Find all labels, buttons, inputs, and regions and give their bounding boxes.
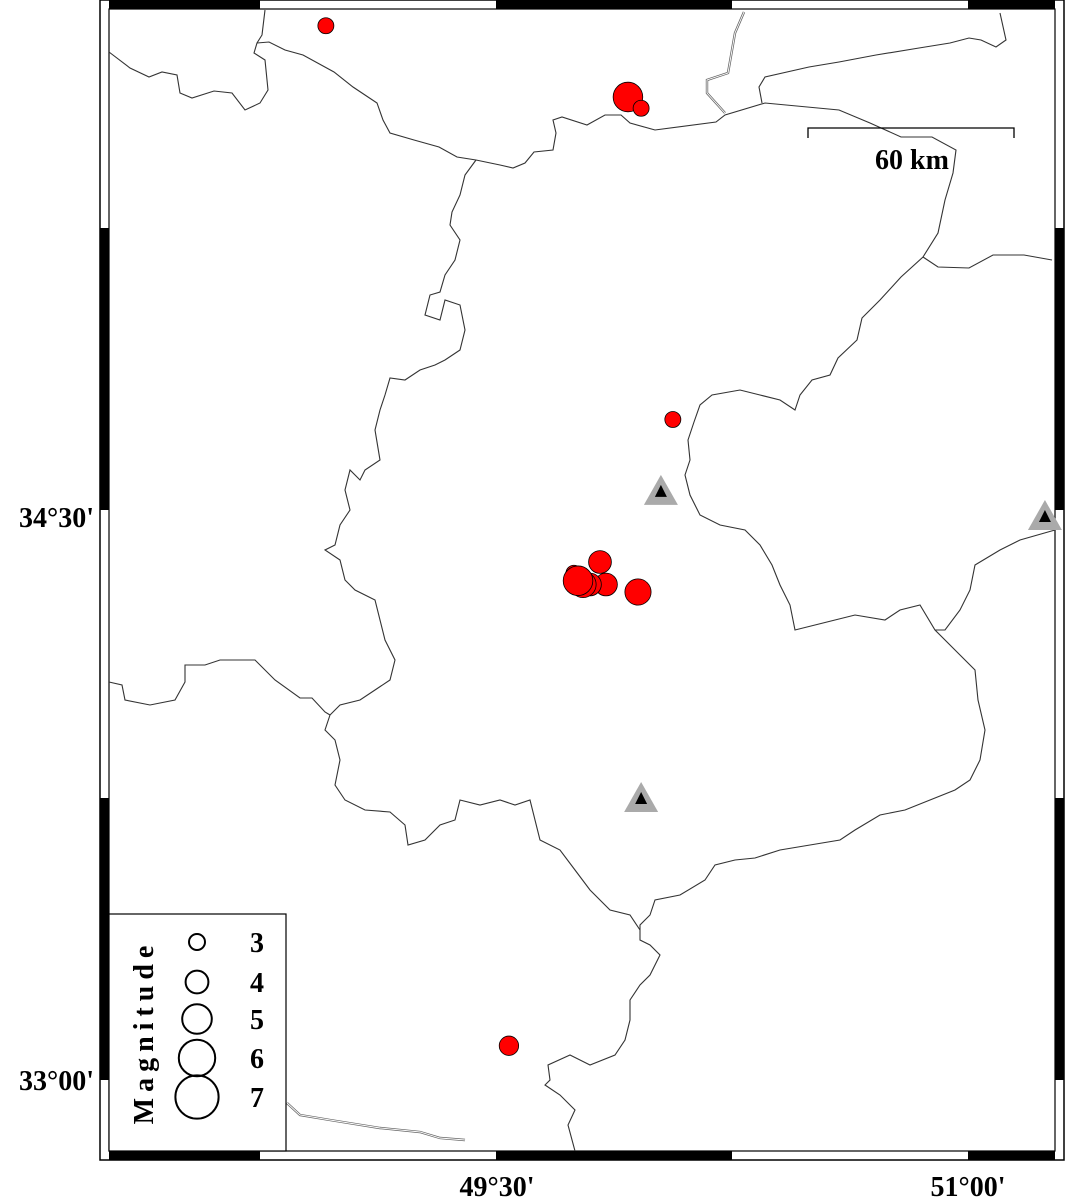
legend-label: 5 [250, 1005, 264, 1036]
earthquake-event [624, 578, 652, 606]
earthquake-events [317, 17, 682, 1056]
province-borders [108, 9, 1056, 1152]
scale-bar-label: 60 km [875, 145, 949, 176]
earthquake-event [317, 17, 335, 35]
earthquake-event [562, 565, 594, 596]
magnitude-legend: Magnitude 3 4 5 6 7 [108, 913, 287, 1152]
legend-label: 4 [250, 968, 264, 999]
earthquake-event [664, 411, 682, 428]
legend-circle [188, 933, 206, 951]
scale-bar-line [807, 127, 1015, 138]
earthquake-event [632, 99, 650, 117]
station-marker-inner [1038, 510, 1051, 522]
station-marker-inner [654, 484, 667, 497]
lon-label-2: 51°00' [931, 1172, 1006, 1199]
scale-bar: 60 km [807, 127, 1015, 176]
legend-circle [174, 1074, 220, 1120]
legend-circle [181, 1003, 213, 1035]
legend-label: 3 [250, 928, 264, 959]
lat-label-2: 33°00' [19, 1066, 94, 1097]
legend-circle [184, 969, 210, 995]
station-marker-inner [635, 792, 648, 804]
legend-label: 7 [250, 1083, 264, 1114]
seismic-stations [624, 474, 1062, 812]
lon-label-1: 49°30' [460, 1172, 535, 1199]
earthquake-event [498, 1035, 520, 1056]
lat-label-1: 34°30' [19, 503, 94, 534]
legend-label: 6 [250, 1044, 264, 1075]
earthquake-event [588, 550, 612, 574]
legend-title: Magnitude [129, 940, 160, 1125]
